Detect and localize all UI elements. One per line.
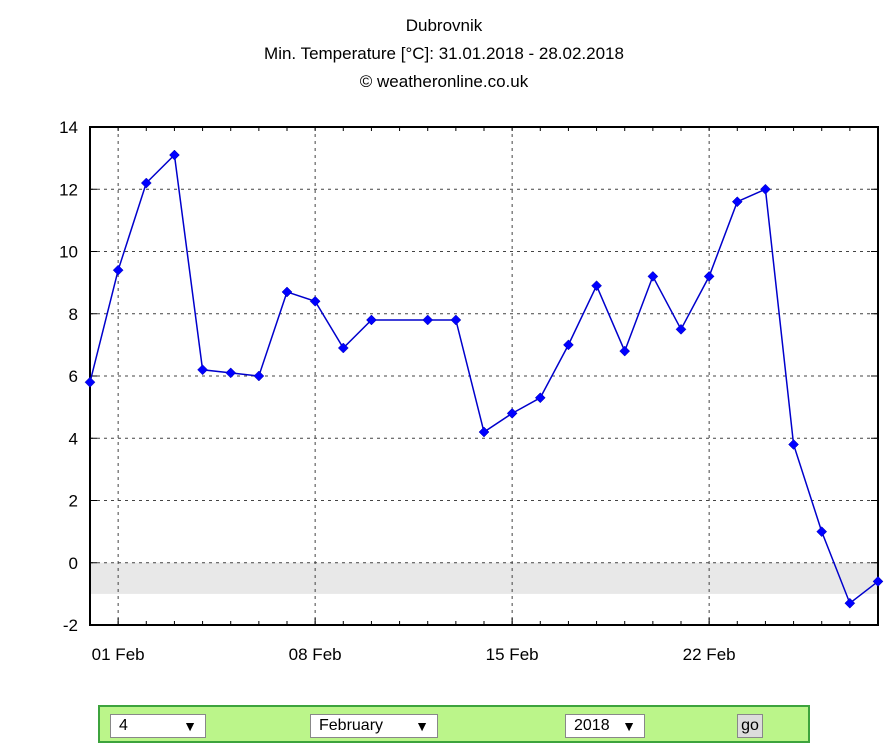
data-point xyxy=(112,264,124,276)
data-point xyxy=(337,342,349,354)
data-point xyxy=(619,345,631,357)
data-point xyxy=(450,314,462,326)
chart-subtitle: Min. Temperature [°C]: 31.01.2018 - 28.0… xyxy=(264,44,624,63)
data-point xyxy=(563,339,574,351)
y-tick-label: 6 xyxy=(69,367,78,386)
data-point xyxy=(478,426,490,438)
x-tick-label: 01 Feb xyxy=(92,645,145,664)
data-point xyxy=(281,286,293,298)
data-point xyxy=(534,392,546,404)
y-tick-label: 0 xyxy=(69,554,78,573)
data-point xyxy=(647,271,659,282)
x-tick-label: 15 Feb xyxy=(486,645,539,664)
month-select[interactable]: February ▼ xyxy=(310,714,438,738)
chevron-down-icon: ▼ xyxy=(183,718,197,734)
year-select-value: 2018 xyxy=(574,717,610,734)
data-point xyxy=(84,376,96,388)
chart-title: Dubrovnik xyxy=(405,16,483,35)
y-tick-label: 2 xyxy=(69,492,78,511)
y-tick-label: -2 xyxy=(63,616,78,635)
y-tick-label: 10 xyxy=(59,243,78,262)
date-selector-bar: 4 ▼ February ▼ 2018 ▼ go xyxy=(98,705,810,743)
chevron-down-icon: ▼ xyxy=(622,718,636,734)
data-point xyxy=(506,407,518,419)
day-select[interactable]: 4 ▼ xyxy=(110,714,206,738)
month-select-value: February xyxy=(319,717,384,734)
y-tick-label: 14 xyxy=(59,118,78,137)
data-point xyxy=(591,280,602,292)
data-point xyxy=(872,576,884,587)
data-point xyxy=(422,314,434,326)
temperature-chart: -2 0 2 4 6 8 10 12 14 01 Feb 08 Feb 15 Feb 22 Feb xyxy=(59,118,884,664)
y-tick-label: 4 xyxy=(69,429,78,448)
year-select[interactable]: 2018 ▼ xyxy=(565,714,645,738)
chart-credit: © weatheronline.co.uk xyxy=(359,72,529,91)
data-point xyxy=(760,183,771,195)
data-point xyxy=(844,597,856,609)
below-zero-band xyxy=(90,562,878,594)
plot-frame xyxy=(89,126,879,626)
data-point xyxy=(788,439,799,450)
y-tick-label: 8 xyxy=(69,305,78,324)
data-point xyxy=(731,196,743,208)
data-point xyxy=(675,323,687,335)
day-select-value: 4 xyxy=(119,717,128,734)
data-point xyxy=(309,295,321,307)
go-button[interactable]: go xyxy=(737,714,763,738)
data-point xyxy=(703,271,715,282)
data-point xyxy=(169,149,180,161)
series-line xyxy=(89,153,879,605)
data-point xyxy=(253,370,265,382)
data-point xyxy=(140,177,152,189)
data-point xyxy=(225,367,237,379)
data-point xyxy=(816,526,828,537)
x-tick-label: 22 Feb xyxy=(683,645,736,664)
data-point xyxy=(366,314,377,326)
x-tick-label: 08 Feb xyxy=(289,645,342,664)
y-tick-label: 12 xyxy=(59,180,78,199)
chevron-down-icon: ▼ xyxy=(415,718,429,734)
data-point xyxy=(197,364,208,376)
